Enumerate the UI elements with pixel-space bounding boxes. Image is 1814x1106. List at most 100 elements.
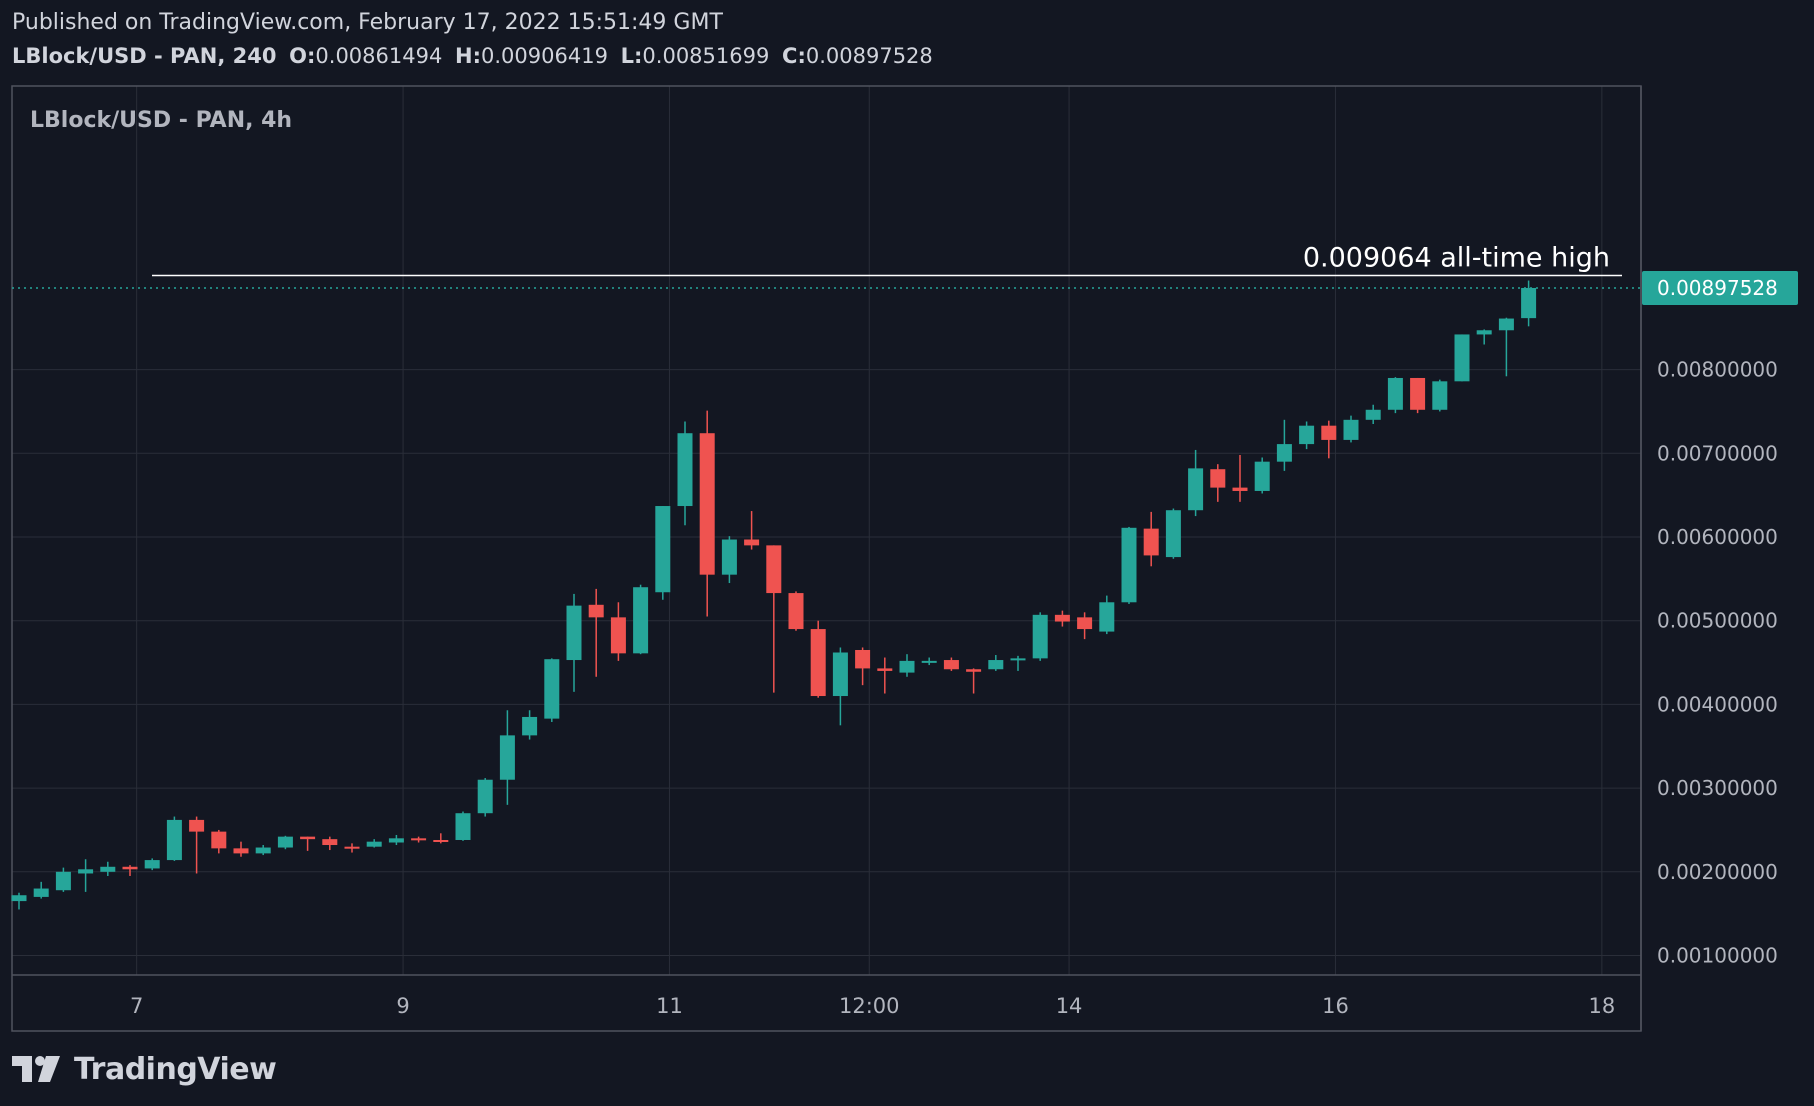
candle-body bbox=[877, 668, 893, 671]
time-tick-label: 9 bbox=[396, 994, 409, 1018]
chart-grid bbox=[12, 86, 1641, 975]
candle-body bbox=[433, 839, 449, 842]
candle-up bbox=[1521, 280, 1537, 327]
candle-body bbox=[344, 846, 360, 849]
candle-up bbox=[1476, 329, 1492, 345]
candle-up bbox=[499, 710, 515, 805]
candle-body bbox=[499, 735, 515, 780]
candles-layer bbox=[11, 280, 1537, 910]
candle-body bbox=[566, 605, 582, 661]
candle-body bbox=[1032, 614, 1048, 659]
candle-body bbox=[699, 433, 715, 575]
candle-down bbox=[1232, 454, 1248, 502]
candle-body bbox=[322, 839, 338, 846]
candle-down bbox=[411, 836, 427, 843]
time-tick-label: 18 bbox=[1588, 994, 1615, 1018]
candle-body bbox=[78, 869, 94, 874]
candle-body bbox=[855, 649, 871, 669]
candle-up bbox=[1099, 595, 1115, 635]
tradingview-logo-icon bbox=[12, 1056, 60, 1082]
candle-body bbox=[366, 841, 382, 847]
price-tick-label: 0.00400000 bbox=[1657, 692, 1778, 716]
candle-up bbox=[1121, 526, 1137, 604]
candle-down bbox=[1321, 420, 1337, 459]
candle-up bbox=[277, 835, 293, 850]
candle-body bbox=[966, 669, 982, 672]
candle-body bbox=[544, 659, 560, 719]
last-price-badge-bg bbox=[1642, 270, 1798, 305]
candle-body bbox=[300, 836, 316, 840]
candle-up bbox=[544, 658, 560, 722]
price-tick-label: 0.00100000 bbox=[1657, 944, 1778, 968]
candle-body bbox=[455, 813, 471, 840]
candle-down bbox=[1143, 511, 1159, 567]
candle-body bbox=[1188, 468, 1204, 511]
open-label: O: bbox=[289, 44, 316, 68]
candle-up bbox=[1276, 419, 1292, 471]
candle-down bbox=[610, 602, 626, 661]
tradingview-logo[interactable]: TradingView bbox=[12, 1050, 277, 1088]
open-value: 0.00861494 bbox=[315, 44, 443, 68]
price-tick-label: 0.00800000 bbox=[1657, 358, 1778, 382]
candle-body bbox=[11, 895, 27, 902]
candle-body bbox=[100, 866, 116, 872]
candle-body bbox=[988, 660, 1004, 670]
candle-up bbox=[988, 655, 1004, 671]
candle-up bbox=[1343, 415, 1359, 443]
candle-down bbox=[744, 511, 760, 550]
candle-down bbox=[1054, 610, 1070, 627]
candle-body bbox=[721, 539, 737, 575]
candle-body bbox=[1343, 419, 1359, 440]
low-value: 0.00851699 bbox=[642, 44, 770, 68]
candle-body bbox=[55, 871, 71, 891]
candle-body bbox=[189, 819, 205, 832]
candle-body bbox=[33, 888, 49, 897]
symbol-interval: LBlock/USD - PAN, 240 bbox=[12, 44, 277, 68]
candle-body bbox=[677, 433, 693, 507]
candle-body bbox=[255, 847, 271, 854]
candle-body bbox=[211, 831, 227, 849]
candle-down bbox=[588, 588, 604, 677]
candle-down bbox=[877, 657, 893, 694]
candle-body bbox=[810, 629, 826, 697]
candle-up bbox=[455, 811, 471, 841]
candle-up bbox=[1454, 334, 1470, 382]
candle-up bbox=[255, 845, 271, 856]
time-axis: 7 9 11 12:00 14 16 18 bbox=[130, 994, 1615, 1018]
candle-down bbox=[211, 829, 227, 854]
time-tick-label: 14 bbox=[1056, 994, 1083, 1018]
candle-body bbox=[1410, 377, 1426, 410]
candle-body bbox=[388, 838, 404, 843]
price-tick-label: 0.00700000 bbox=[1657, 441, 1778, 465]
candle-up bbox=[166, 816, 182, 861]
candle-up bbox=[832, 647, 848, 726]
close-label: C: bbox=[782, 44, 806, 68]
candle-up bbox=[677, 421, 693, 526]
candle-down bbox=[766, 545, 782, 693]
candle-up bbox=[1299, 421, 1315, 450]
candle-down bbox=[943, 657, 959, 671]
candle-body bbox=[766, 545, 782, 594]
ohlc-legend: LBlock/USD - PAN, 240 O:0.00861494 H:0.0… bbox=[12, 44, 933, 68]
candle-up bbox=[1498, 317, 1514, 377]
chart-frame bbox=[11, 85, 1642, 1032]
candle-body bbox=[1432, 381, 1448, 410]
candle-body bbox=[166, 819, 182, 861]
candle-up bbox=[100, 861, 116, 876]
high-value: 0.00906419 bbox=[481, 44, 608, 68]
candle-body bbox=[832, 652, 848, 697]
candle-up bbox=[721, 536, 737, 584]
last-price-label: 0.00897528 bbox=[1657, 276, 1778, 300]
candle-up bbox=[921, 657, 937, 666]
candle-body bbox=[1454, 334, 1470, 382]
candle-body bbox=[899, 660, 915, 673]
candle-up bbox=[633, 584, 649, 655]
candle-body bbox=[1143, 528, 1159, 556]
candle-up bbox=[33, 881, 49, 899]
candle-up bbox=[144, 858, 160, 871]
candle-body bbox=[122, 866, 138, 870]
price-axis: 0.00800000 0.00700000 0.00600000 0.00500000… bbox=[1657, 358, 1778, 968]
candle-body bbox=[277, 836, 293, 848]
candle-up bbox=[477, 778, 493, 817]
